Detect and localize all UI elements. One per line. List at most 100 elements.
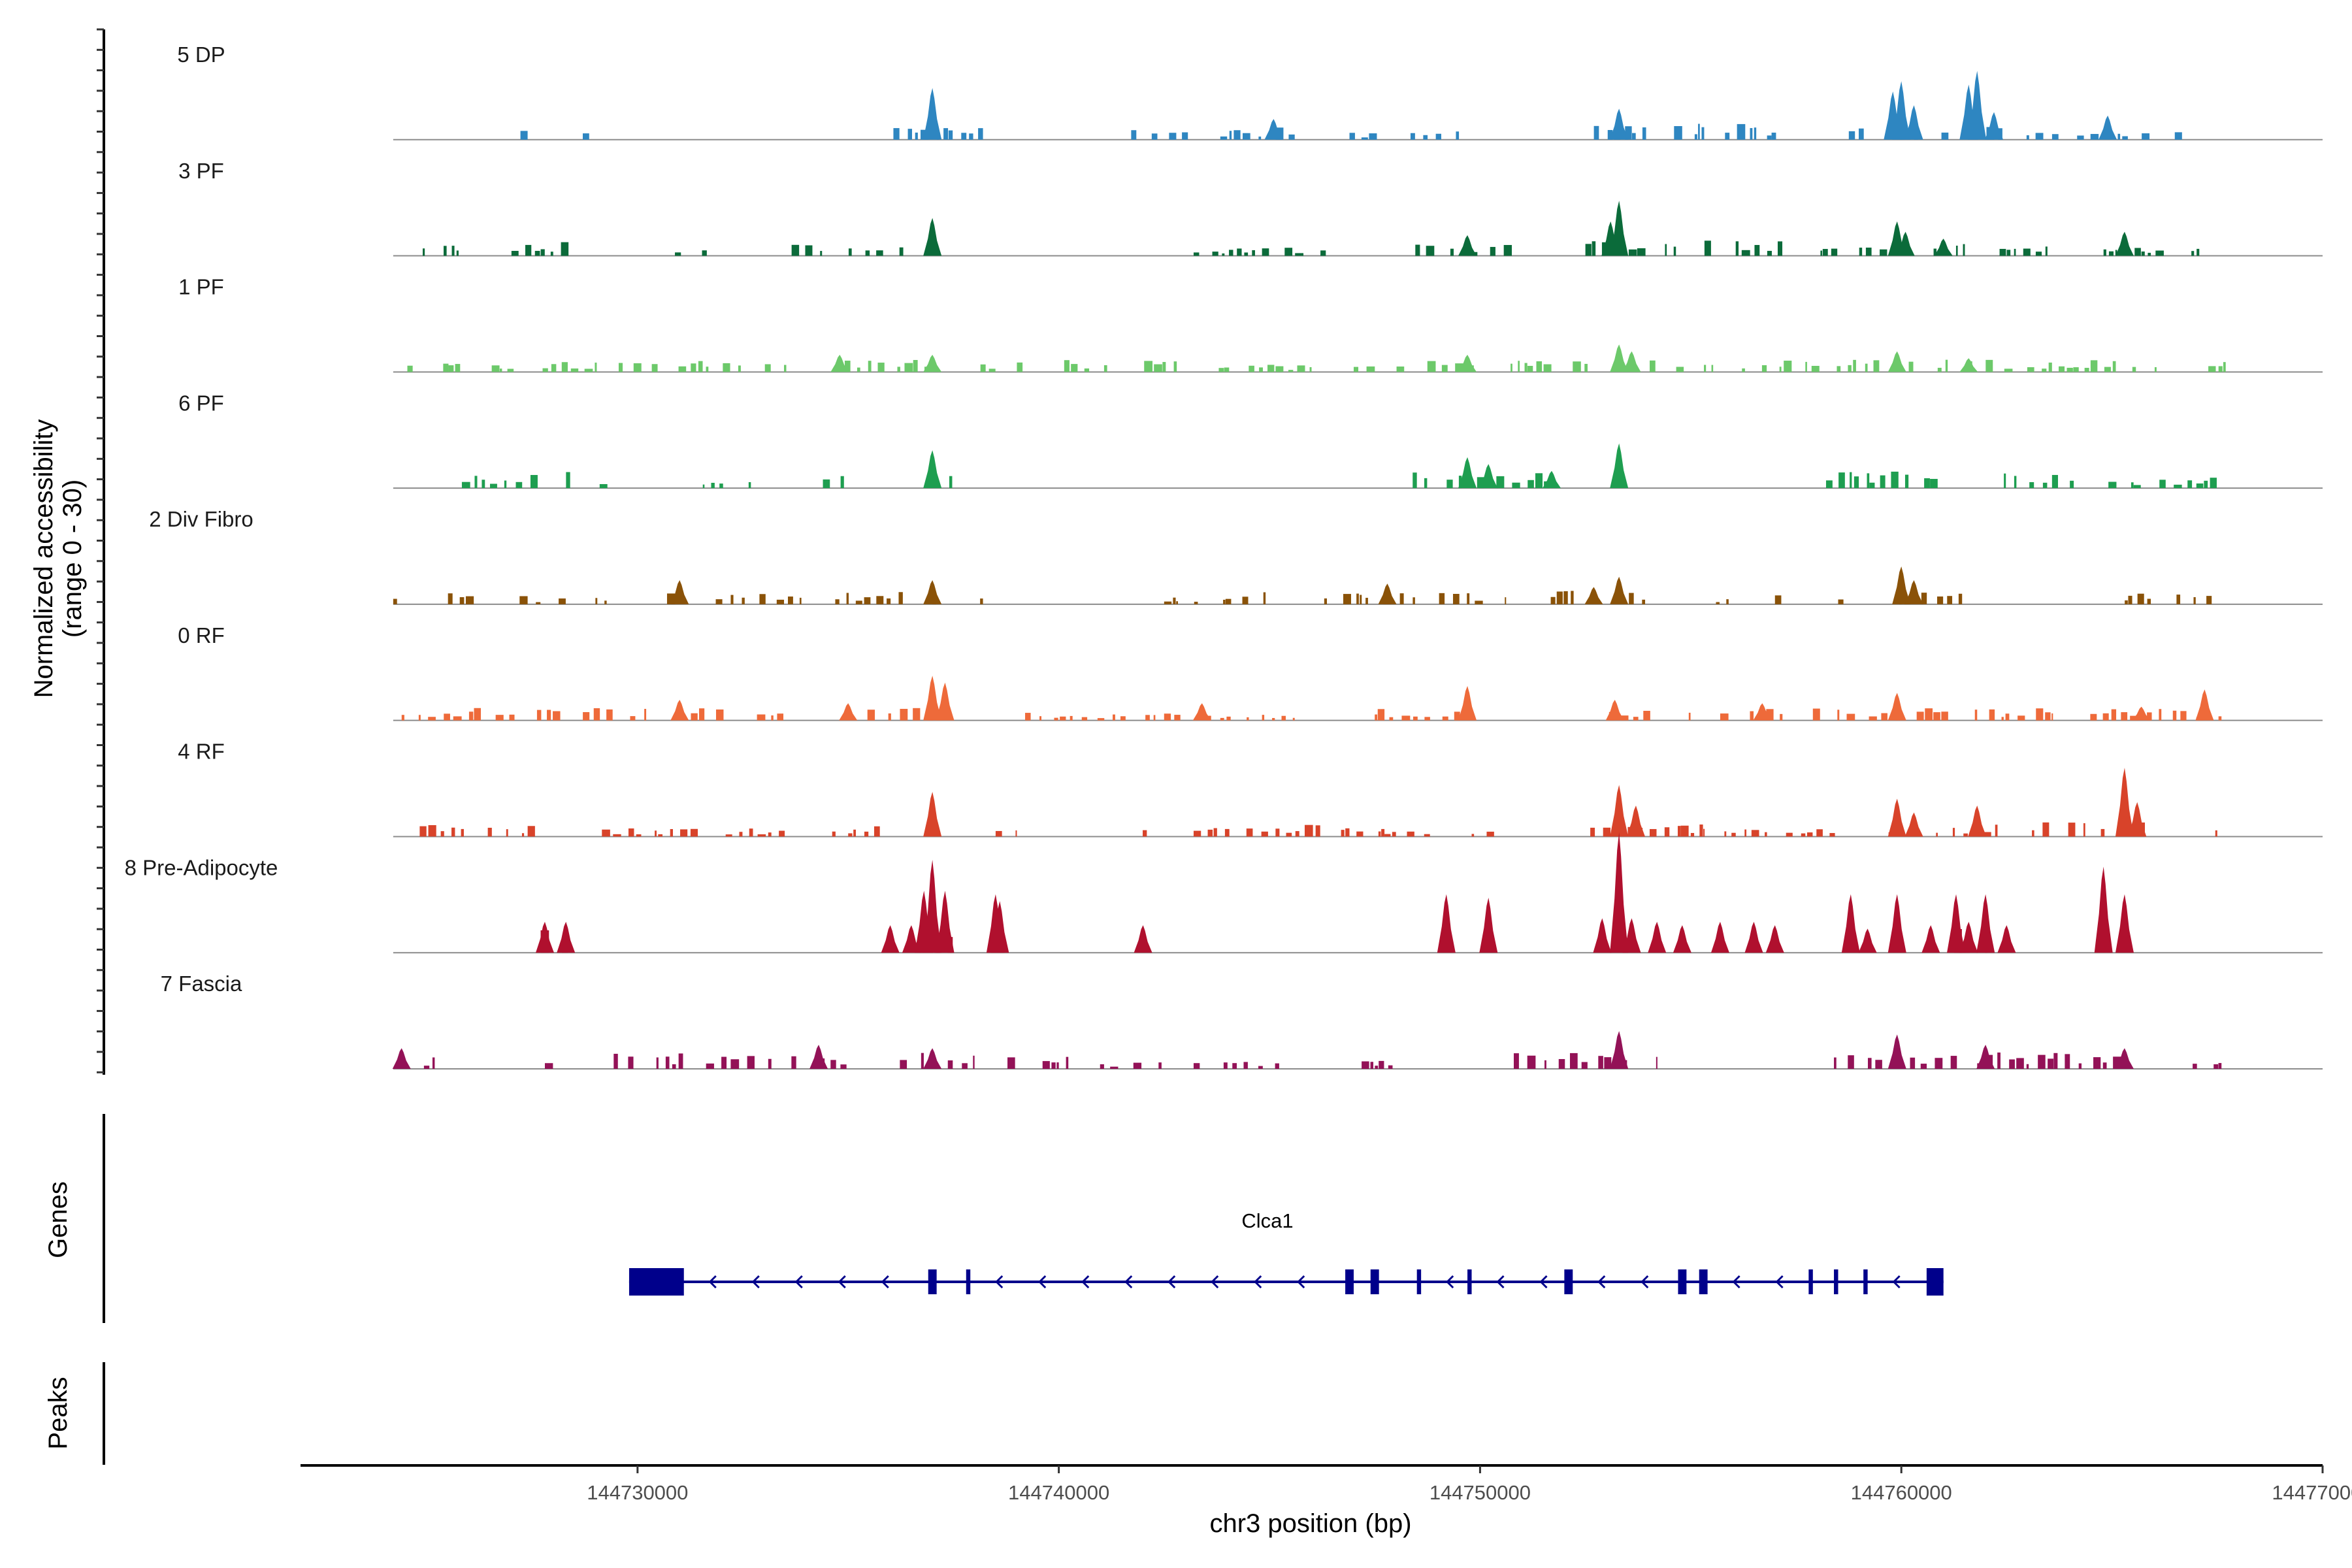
- signal-bin: [658, 834, 663, 837]
- signal-bin: [1550, 596, 1556, 604]
- signal-bin: [1223, 1062, 1228, 1069]
- signal-peak: [1904, 580, 1923, 604]
- strand-arrow: [1254, 1275, 1262, 1289]
- signal-bin: [857, 367, 860, 372]
- signal-bin: [1281, 715, 1286, 721]
- signal-bin: [2154, 367, 2157, 372]
- signal-bin: [1304, 825, 1313, 837]
- signal-bin: [2196, 483, 2204, 489]
- signal-bin: [921, 1053, 924, 1069]
- signal-peak: [2195, 689, 2214, 721]
- signal-bin: [1454, 711, 1460, 721]
- signal-bin: [768, 1058, 772, 1069]
- signal-bin: [1120, 716, 1126, 721]
- signal-bin: [1392, 832, 1396, 837]
- signal-peak: [1458, 457, 1477, 489]
- signal-bin: [1699, 825, 1703, 837]
- gene-exon: [1834, 1269, 1838, 1294]
- signal-bin: [1324, 598, 1328, 604]
- signal-bin: [706, 1063, 714, 1069]
- track-label: 7 Fascia: [161, 972, 242, 996]
- signal-bin: [1637, 248, 1646, 256]
- track-1-pf: 1 PF: [178, 275, 2323, 373]
- signal-bin: [2042, 822, 2050, 837]
- signal-bin: [1535, 473, 1543, 489]
- signal-bin: [2068, 823, 2076, 837]
- signal-bin: [864, 597, 871, 604]
- signal-peak: [1610, 832, 1629, 953]
- signal-bin: [1224, 828, 1230, 837]
- signal-bin: [913, 708, 921, 721]
- signal-bin: [706, 367, 709, 372]
- signal-bin: [1784, 361, 1792, 372]
- signal-peak: [990, 901, 1009, 953]
- signal-bin: [2083, 823, 2085, 837]
- signal-bin: [2084, 367, 2089, 372]
- signal-bin: [1838, 599, 1844, 604]
- signal-peak: [1858, 928, 1877, 953]
- signal-bin: [2187, 480, 2193, 489]
- signal-bin: [1858, 128, 1864, 140]
- signal-bin: [584, 368, 593, 372]
- signal-bin: [1315, 825, 1320, 837]
- gene-model: Clca1: [629, 1209, 1944, 1296]
- signal-bin: [1297, 365, 1305, 372]
- x-axis-ticks: 144730000 144740000 144750000 144760000 1447…: [587, 1465, 2352, 1504]
- signal-bin: [1194, 602, 1198, 604]
- signal-peak: [1610, 1031, 1629, 1069]
- signal-bin: [1698, 123, 1700, 140]
- signal-peak: [881, 925, 900, 953]
- signal-bin: [2038, 1054, 2046, 1069]
- x-axis-title: chr3 position (bp): [1209, 1509, 1411, 1538]
- signal-bin: [461, 828, 464, 837]
- signal-bin: [2155, 250, 2164, 256]
- signal-bin: [1750, 711, 1754, 721]
- signal-bin: [1295, 831, 1299, 837]
- signal-bin: [1286, 832, 1292, 837]
- signal-peak: [1976, 894, 1995, 953]
- signal-bin: [2176, 595, 2181, 604]
- signal-bin: [2077, 135, 2084, 140]
- signal-bin: [1424, 834, 1430, 837]
- signal-bin: [2172, 710, 2177, 721]
- signal-bin: [1703, 828, 1705, 837]
- signal-bin: [636, 834, 642, 837]
- signal-bin: [2125, 600, 2128, 604]
- signal-peak: [923, 676, 942, 721]
- signal-bin: [1704, 240, 1711, 256]
- signal-peak: [670, 580, 689, 604]
- signal-peak: [1997, 925, 2016, 953]
- signal-peak: [1841, 894, 1860, 953]
- signal-bin: [2122, 136, 2128, 140]
- signal-bin: [550, 252, 553, 256]
- signal-bin: [1711, 365, 1714, 372]
- signal-peak: [1458, 686, 1477, 721]
- signal-bin: [1415, 244, 1420, 256]
- signal-bin: [561, 362, 568, 372]
- signal-bin: [1744, 829, 1747, 837]
- track-label: 0 RF: [178, 623, 225, 647]
- signal-bin: [1910, 1057, 1916, 1069]
- signal-bin: [1343, 594, 1351, 604]
- signal-peak: [1744, 921, 1763, 953]
- signal-bin: [651, 364, 658, 372]
- signal-bin: [2223, 362, 2226, 372]
- signal-peak: [923, 580, 942, 604]
- signal-bin: [738, 365, 741, 372]
- signal-bin: [2051, 134, 2059, 140]
- signal-bin: [504, 480, 507, 489]
- signal-bin: [2147, 712, 2152, 721]
- signal-bin: [1829, 833, 1835, 837]
- signal-bin: [544, 1063, 553, 1069]
- gene-exon: [1678, 1269, 1687, 1294]
- signal-bin: [832, 831, 836, 837]
- signal-bin: [1920, 1064, 1927, 1069]
- signal-bin: [1362, 1061, 1369, 1069]
- signal-bin: [1765, 832, 1767, 837]
- signal-bin: [2027, 367, 2034, 372]
- signal-bin: [1439, 593, 1445, 604]
- signal-bin: [534, 250, 540, 256]
- signal-bin: [791, 244, 800, 256]
- signal-bin: [1750, 128, 1753, 140]
- gene-exon: [1467, 1269, 1472, 1294]
